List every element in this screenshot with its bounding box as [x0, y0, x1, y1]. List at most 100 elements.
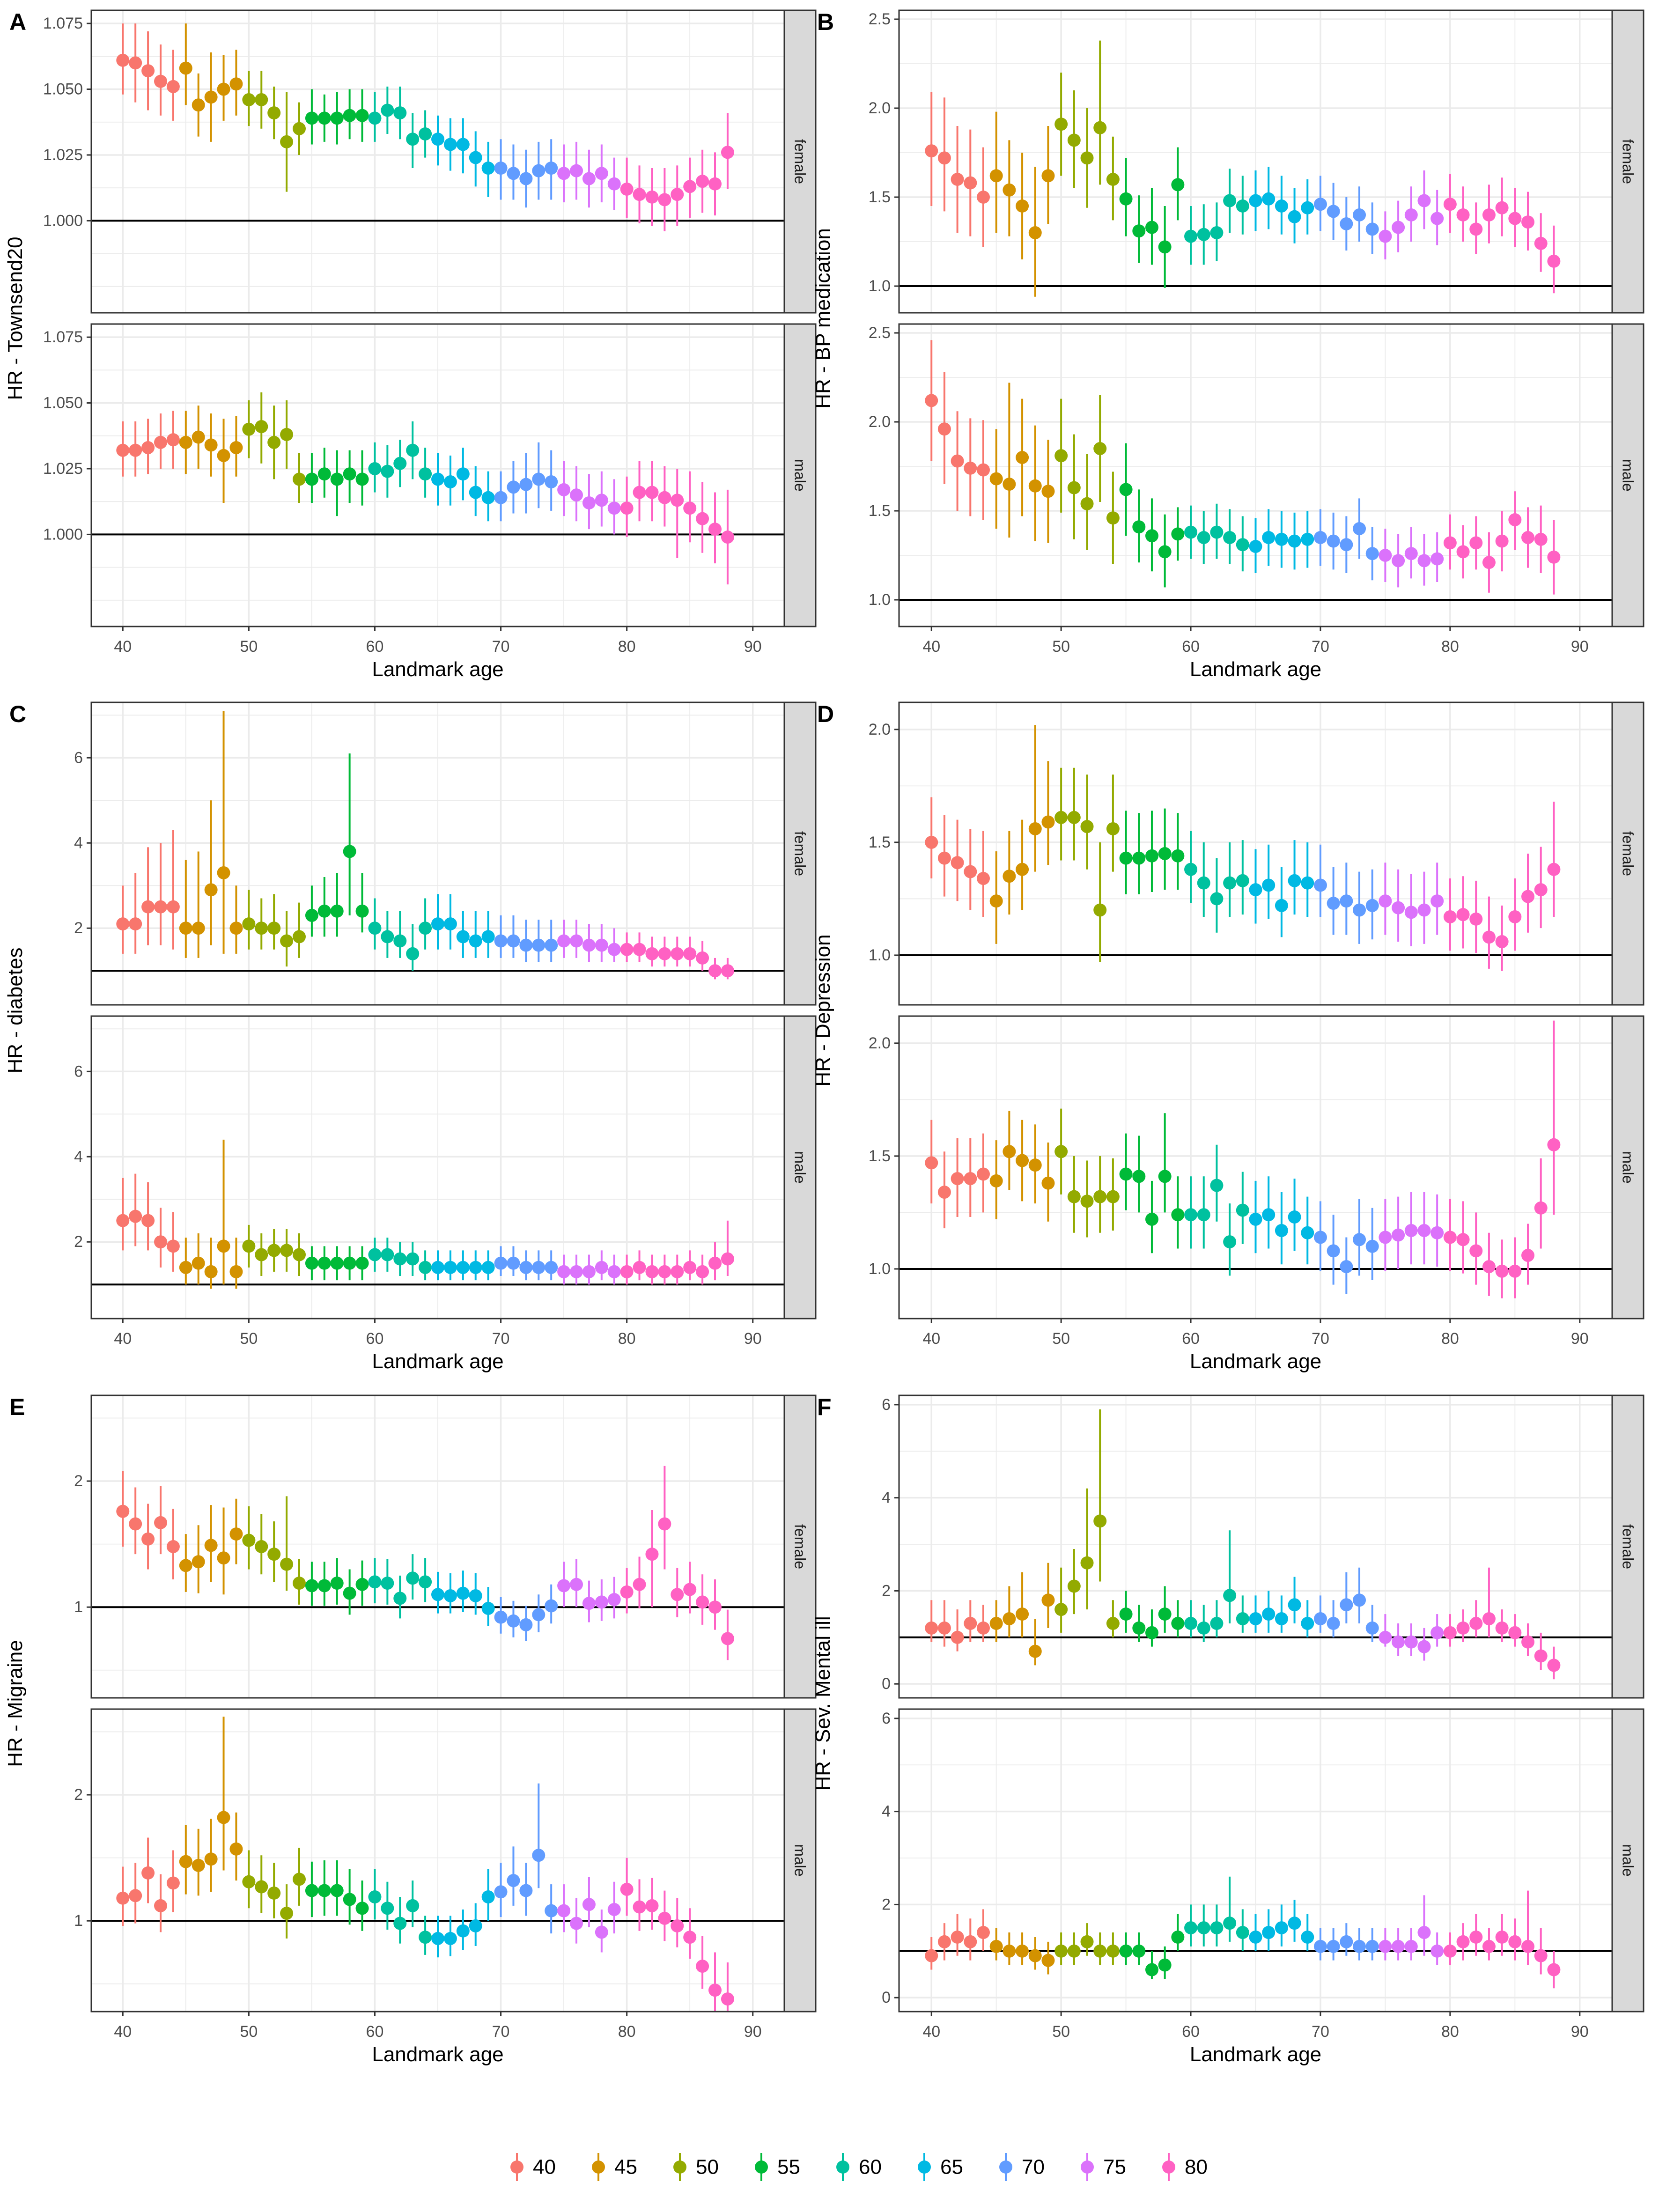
data-point — [317, 1256, 331, 1270]
data-point — [141, 1866, 155, 1880]
data-point — [293, 472, 306, 486]
x-axis-title: Landmark age — [1190, 1350, 1321, 1373]
data-point — [671, 188, 684, 201]
data-point — [166, 433, 180, 447]
data-point — [280, 1907, 294, 1920]
data-point — [507, 934, 520, 948]
data-point — [1236, 199, 1249, 213]
data-point — [633, 1900, 646, 1914]
facet-strip — [783, 701, 817, 1006]
data-point — [1080, 820, 1094, 833]
data-point — [456, 1924, 470, 1938]
data-point — [976, 1167, 990, 1181]
data-point — [393, 457, 407, 470]
data-point — [545, 1599, 558, 1613]
facet-male: male 1.000 1.025 1.050 1.075 — [43, 323, 817, 627]
data-point — [317, 1884, 331, 1897]
facet-female: female 2 4 6 — [74, 701, 817, 1006]
data-point — [330, 1884, 344, 1897]
data-point — [1365, 222, 1379, 236]
data-point — [280, 135, 294, 148]
y-axis-title: HR - BP medication — [811, 228, 834, 409]
data-point — [557, 1579, 571, 1593]
data-point — [1003, 1145, 1016, 1158]
data-point — [1508, 1626, 1522, 1639]
data-point — [1404, 1635, 1418, 1649]
data-point — [1067, 1190, 1081, 1203]
data-point — [721, 964, 734, 978]
data-point — [229, 77, 243, 91]
legend-item-70: 70 — [999, 2153, 1045, 2181]
x-tick-label: 80 — [618, 1330, 636, 1348]
data-point — [1210, 1179, 1224, 1192]
data-point — [255, 1880, 268, 1894]
x-tick-label: 80 — [618, 638, 636, 656]
x-tick-label: 70 — [1312, 638, 1329, 656]
data-point — [192, 98, 205, 112]
data-point — [406, 1899, 420, 1912]
y-tick-label: 2.0 — [869, 413, 891, 431]
y-axis-title: HR - Sev. Mental ill — [811, 1616, 834, 1791]
data-point — [419, 1575, 432, 1589]
data-point — [658, 193, 671, 206]
x-tick-label: 50 — [240, 1330, 258, 1348]
data-point — [217, 82, 230, 96]
y-tick-label: 1.000 — [43, 525, 83, 543]
y-tick-label: 6 — [74, 749, 83, 767]
data-point — [393, 1917, 407, 1930]
data-point — [1404, 208, 1418, 221]
data-point — [368, 1890, 382, 1904]
data-point — [1262, 531, 1276, 544]
data-point — [242, 1239, 256, 1253]
data-point — [1275, 1224, 1288, 1237]
data-point — [1223, 1589, 1237, 1602]
data-point — [1417, 1224, 1431, 1237]
data-point — [1313, 531, 1327, 544]
data-point — [620, 501, 634, 515]
data-point — [582, 496, 596, 509]
legend: 40 45 50 55 60 65 70 75 80 — [510, 2153, 1208, 2181]
data-point — [620, 1265, 634, 1278]
data-point — [1171, 1930, 1185, 1944]
data-point — [1236, 874, 1249, 887]
data-point — [280, 1557, 294, 1571]
data-point — [937, 151, 951, 165]
data-point — [494, 491, 508, 504]
data-point — [443, 138, 457, 151]
data-point — [381, 1577, 394, 1590]
data-point — [1392, 221, 1405, 234]
data-point — [1106, 1616, 1120, 1630]
data-point — [1521, 1635, 1535, 1649]
x-tick-label: 60 — [1182, 1330, 1200, 1348]
data-point — [116, 1504, 130, 1518]
data-point — [1301, 532, 1314, 546]
data-point — [1417, 194, 1431, 207]
legend-item-65: 65 — [918, 2153, 963, 2181]
data-point — [607, 177, 621, 191]
y-axis-title: HR - Migraine — [4, 1640, 27, 1767]
y-tick-label: 2.0 — [869, 99, 891, 117]
data-point — [141, 441, 155, 455]
data-point — [976, 191, 990, 204]
data-point — [595, 494, 608, 507]
data-point — [1249, 1212, 1262, 1226]
data-point — [166, 900, 180, 914]
facet-strip-label: female — [792, 139, 809, 184]
data-point — [343, 467, 356, 481]
data-point — [368, 462, 382, 475]
data-point — [976, 1621, 990, 1635]
data-point — [708, 1256, 722, 1270]
data-point — [1119, 1607, 1133, 1621]
data-point — [381, 1248, 394, 1261]
data-point — [658, 491, 671, 504]
data-point — [671, 1919, 684, 1932]
data-point — [443, 475, 457, 489]
data-point — [1288, 210, 1301, 223]
data-point — [1340, 1935, 1353, 1948]
y-tick-label: 2 — [74, 919, 83, 937]
data-point — [469, 1919, 482, 1932]
data-point — [964, 1172, 977, 1186]
data-point — [1534, 1201, 1548, 1215]
data-point — [1145, 1626, 1158, 1639]
